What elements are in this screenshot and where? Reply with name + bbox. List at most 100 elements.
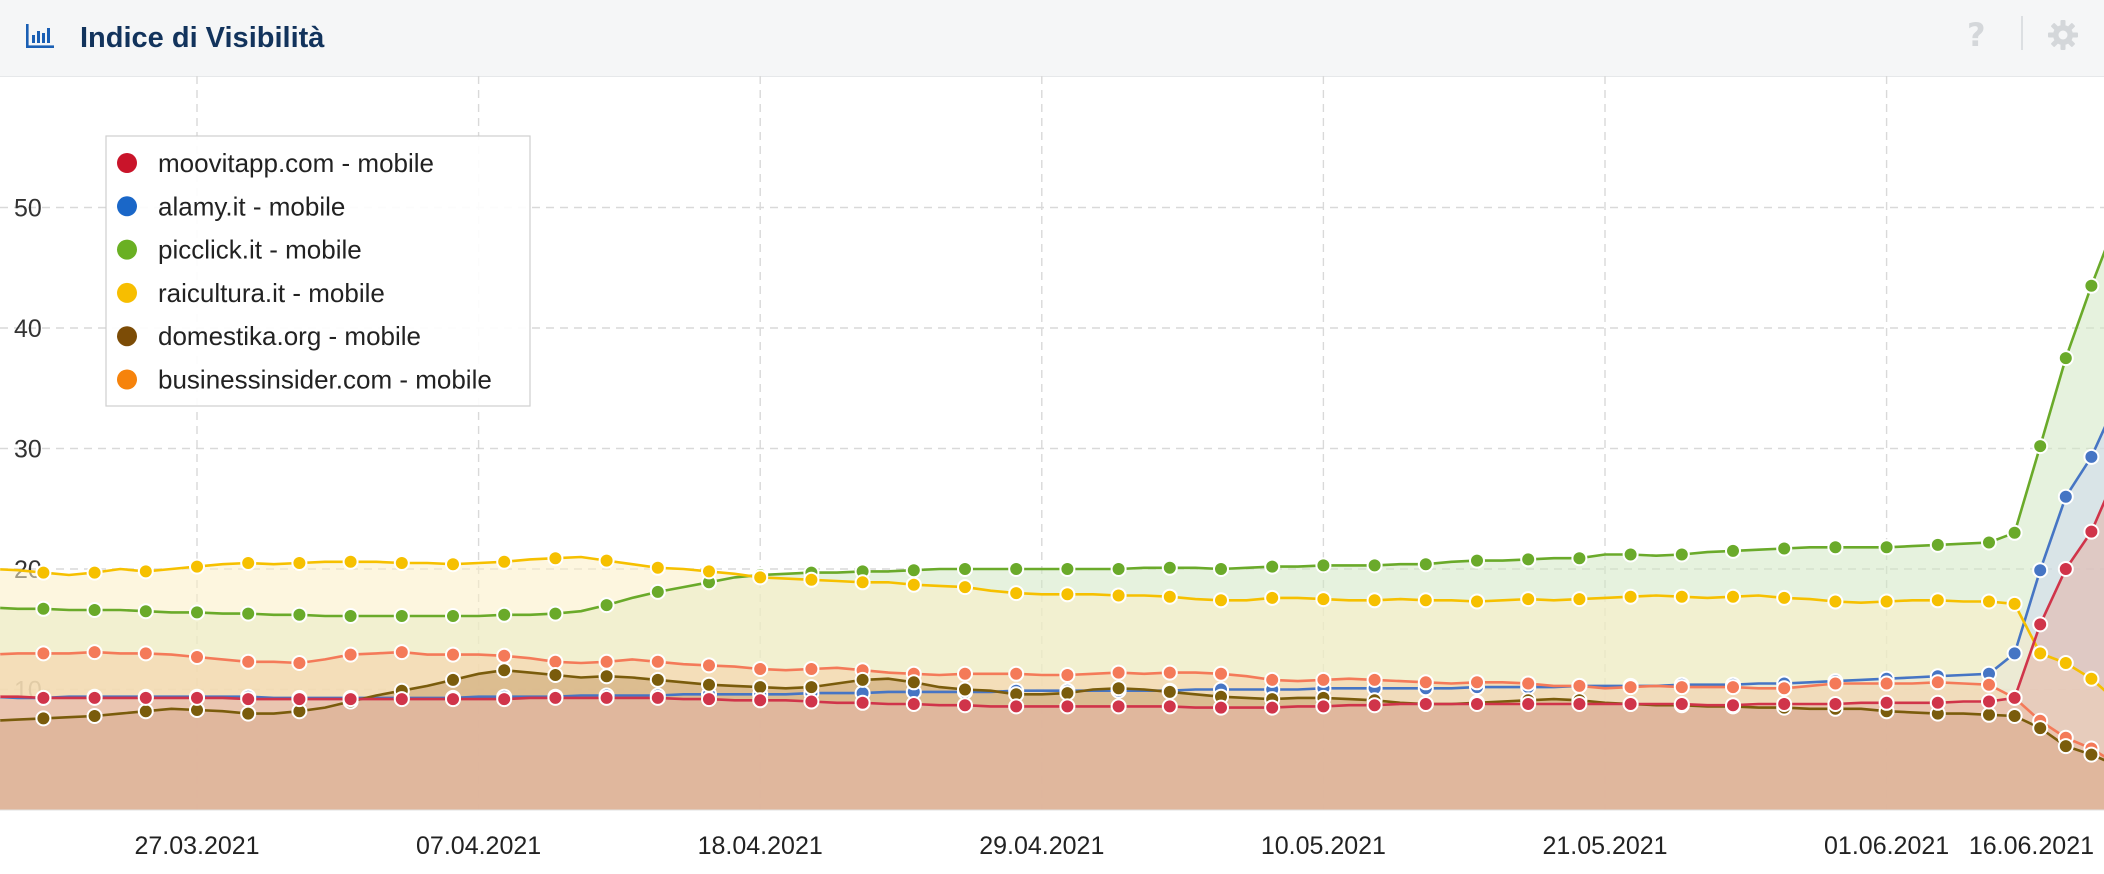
data-point xyxy=(342,608,359,624)
data-point xyxy=(137,603,154,620)
data-point xyxy=(2057,350,2074,367)
data-point xyxy=(2032,616,2049,633)
data-point xyxy=(1059,667,1076,683)
data-point xyxy=(137,703,154,720)
data-point xyxy=(445,671,461,688)
data-point xyxy=(2006,595,2023,612)
data-point xyxy=(547,667,564,683)
data-point xyxy=(547,605,564,622)
data-point xyxy=(1315,591,1332,608)
data-point xyxy=(189,689,205,706)
data-point xyxy=(2083,746,2100,763)
data-point xyxy=(957,665,973,682)
data-point xyxy=(240,691,257,708)
legend: moovitapp.com - mobile alamy.it - mobile p… xyxy=(105,135,531,407)
data-point xyxy=(1878,539,1895,556)
data-point xyxy=(1776,696,1793,712)
data-point xyxy=(957,681,973,698)
page-title: Indice di Visibilità xyxy=(80,22,325,54)
data-point xyxy=(1776,540,1793,557)
data-point xyxy=(1008,698,1025,715)
data-point xyxy=(291,606,308,623)
data-point xyxy=(752,569,769,586)
series-line xyxy=(0,499,2104,709)
data-point xyxy=(1520,675,1537,692)
data-point xyxy=(2032,438,2049,455)
header-divider xyxy=(2021,16,2023,50)
data-point xyxy=(1929,592,1946,609)
data-point xyxy=(393,555,410,571)
data-point xyxy=(1827,675,1844,692)
data-point xyxy=(1315,557,1332,574)
data-point xyxy=(1673,588,1690,605)
x-tick-label: 16.06.2021 xyxy=(1969,832,2094,860)
y-tick-label: 50 xyxy=(14,195,42,223)
data-point xyxy=(2006,689,2023,706)
gear-icon[interactable] xyxy=(2046,18,2080,52)
widget-header: Indice di Visibilità ? xyxy=(0,0,2104,77)
data-point xyxy=(240,555,257,571)
visibility-index-chart: 102030405027.03.202107.04.202118.04.2021… xyxy=(0,76,2104,860)
data-point xyxy=(496,606,513,623)
data-point xyxy=(957,579,973,596)
series-line xyxy=(0,668,2104,762)
data-point xyxy=(1213,561,1229,577)
data-point xyxy=(1366,697,1383,714)
data-point xyxy=(854,671,871,688)
legend-marker xyxy=(117,369,137,390)
data-point xyxy=(1417,674,1434,691)
data-point xyxy=(1520,696,1537,712)
data-point xyxy=(1827,696,1844,712)
series-line xyxy=(0,249,2104,618)
data-point xyxy=(137,563,154,580)
data-point xyxy=(752,661,769,677)
data-point xyxy=(240,653,257,670)
data-point xyxy=(752,679,769,696)
data-point xyxy=(2032,645,2049,662)
data-point xyxy=(1059,698,1076,715)
data-point xyxy=(1776,589,1793,606)
data-point xyxy=(1520,551,1537,568)
data-point xyxy=(1929,694,1946,711)
data-point xyxy=(649,671,666,688)
data-point xyxy=(752,692,769,709)
data-point xyxy=(1878,675,1895,692)
data-point xyxy=(445,556,461,573)
data-point xyxy=(86,689,103,706)
data-point xyxy=(2083,523,2100,540)
data-point xyxy=(1469,674,1485,691)
data-point xyxy=(2057,561,2074,577)
x-tick-label: 07.04.2021 xyxy=(416,832,541,860)
x-tick-label: 21.05.2021 xyxy=(1542,832,1667,860)
data-point xyxy=(445,608,461,624)
data-point xyxy=(1417,556,1434,573)
legend-label: moovitapp.com - mobile xyxy=(158,148,434,178)
x-tick-label: 29.04.2021 xyxy=(979,832,1104,860)
legend-label: businessinsider.com - mobile xyxy=(158,365,492,395)
data-point xyxy=(701,657,717,674)
legend-label: alamy.it - mobile xyxy=(158,191,345,221)
data-point xyxy=(1673,546,1690,563)
data-point xyxy=(1571,550,1588,567)
data-point xyxy=(1981,676,1997,693)
legend-marker xyxy=(117,326,137,347)
data-point xyxy=(598,668,615,685)
data-point xyxy=(1264,558,1281,575)
data-point xyxy=(1776,680,1793,697)
data-point xyxy=(1264,699,1281,716)
data-point xyxy=(1469,593,1485,610)
data-point xyxy=(86,602,103,618)
data-point xyxy=(240,705,257,722)
data-point xyxy=(35,710,52,727)
help-icon[interactable]: ? xyxy=(1967,16,1986,54)
series-line xyxy=(0,650,2104,758)
data-point xyxy=(393,691,410,708)
data-point xyxy=(1366,592,1383,609)
data-point xyxy=(905,562,922,579)
x-tick-label: 27.03.2021 xyxy=(134,832,259,860)
y-tick-label: 30 xyxy=(14,436,42,464)
data-point xyxy=(1725,697,1741,714)
data-point xyxy=(854,694,871,711)
data-point xyxy=(1725,588,1741,605)
data-point xyxy=(1161,698,1178,715)
